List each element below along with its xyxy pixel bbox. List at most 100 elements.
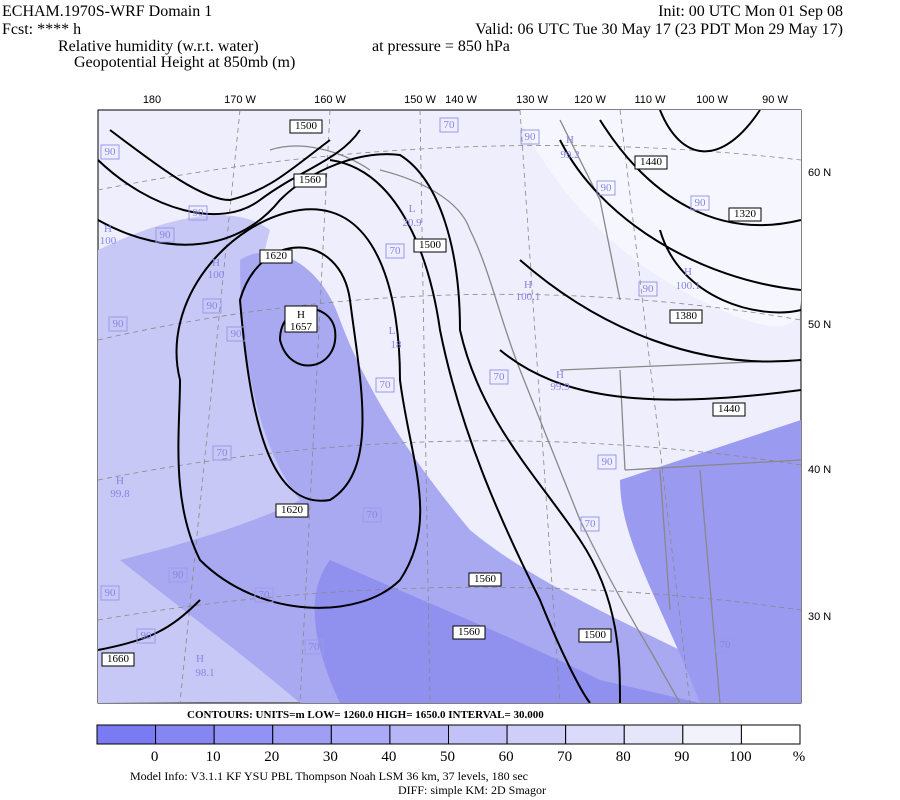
rh-label: 90 <box>141 630 153 642</box>
rh-label: H <box>196 653 204 665</box>
rh-label: 70 <box>444 119 456 131</box>
rh-label-box <box>489 369 509 385</box>
rh-label: H <box>116 475 124 487</box>
header-line: ECHAM.1970S-WRF Domain 1 <box>2 3 212 20</box>
rh-label: 100.1 <box>516 291 541 303</box>
colorbar-label: 40 <box>381 749 396 765</box>
rh-label-box <box>520 129 540 145</box>
colorbar-label: 100 <box>729 749 752 765</box>
header-line: Geopotential Height at 850mb (m) <box>74 54 295 71</box>
contour-label: 1500 <box>584 629 607 641</box>
rh-label-box <box>638 281 658 297</box>
rh-label: 90 <box>601 182 613 194</box>
height-contours <box>97 109 802 704</box>
lon-label: 170 W <box>224 94 256 106</box>
contour-label-box <box>728 207 762 222</box>
colorbar-segment <box>506 724 567 745</box>
lon-label: 100 W <box>696 94 728 106</box>
colorbar-segment <box>623 724 684 745</box>
rh-label: 90 <box>193 207 205 219</box>
rh-label-box <box>375 377 395 393</box>
rh-label-box <box>108 316 128 332</box>
rh-label: 70 <box>585 518 597 530</box>
lat-label: 50 N <box>808 319 831 331</box>
humidity-area <box>120 252 801 703</box>
rh-label: 70 <box>380 379 392 391</box>
humidity-area <box>520 110 801 327</box>
contour-label-box <box>669 309 703 324</box>
rh-label: 90 <box>173 569 185 581</box>
rh-label: H <box>104 223 112 235</box>
contour-label: 1620 <box>265 250 288 262</box>
header-line: Init: 00 UTC Mon 01 Sep 08 <box>658 3 843 20</box>
colorbar-label: 20 <box>264 749 279 765</box>
rh-label: 90 <box>105 146 117 158</box>
colorbar-label: % <box>793 749 806 765</box>
contour-label-box <box>712 402 746 417</box>
humidity-area <box>314 560 700 703</box>
rh-label: L <box>389 325 396 337</box>
rh-label: 90 <box>602 456 614 468</box>
rh-label: 90 <box>231 328 243 340</box>
rh-label-box <box>596 180 616 196</box>
contour-label: 1620 <box>281 504 304 516</box>
humidity-area <box>620 420 801 703</box>
rh-label: 20.9 <box>402 217 422 229</box>
contour-label-box <box>293 173 327 188</box>
contour-label-box <box>452 625 486 640</box>
rh-label: 99.2 <box>560 149 579 161</box>
rh-label: 98.1 <box>195 667 214 679</box>
rh-label: 99.8 <box>110 488 130 500</box>
map: 180 170 W 160 W 150 W 140 W 130 W 120 W 110 W 10… <box>97 94 831 704</box>
lon-label: 110 W <box>635 94 667 106</box>
lon-label: 90 W <box>762 94 788 106</box>
rh-label: 70 <box>309 641 321 653</box>
colorbar-label: 30 <box>323 749 338 765</box>
rh-label: 90 <box>105 587 117 599</box>
contour-label: 1440 <box>718 403 741 415</box>
rh-label: 70 <box>390 245 402 257</box>
contour-label-box <box>284 305 318 333</box>
contour-label-box <box>634 155 668 170</box>
rh-label-box <box>580 516 600 532</box>
rh-label-box <box>202 298 222 314</box>
contour-label-box <box>259 249 293 264</box>
rh-label: 90 <box>207 300 219 312</box>
lon-label: 140 W <box>445 94 477 106</box>
contour-label: 1560 <box>474 573 497 585</box>
rh-label-box <box>304 639 324 655</box>
colorbar-label: 0 <box>151 749 159 765</box>
rh-label: H <box>556 369 564 381</box>
rh-label: 90 <box>643 283 655 295</box>
rh-label-box <box>188 205 208 221</box>
header-line: at pressure = 850 hPa <box>372 38 510 55</box>
colorbar-segment <box>448 724 508 745</box>
rh-label-box <box>385 243 405 259</box>
rh-label: H <box>684 266 692 278</box>
rh-label: H <box>524 279 532 291</box>
coastlines <box>269 119 802 704</box>
colorbar-segment <box>682 724 742 745</box>
contour-label: 1560 <box>458 626 481 638</box>
colorbar-segment <box>272 724 332 745</box>
rh-label-box <box>254 587 274 603</box>
contour-label-box <box>468 572 502 587</box>
lon-label: 180 <box>143 94 161 106</box>
colorbar-label: 80 <box>616 749 631 765</box>
header-line: Valid: 06 UTC Tue 30 May 17 (23 PDT Mon … <box>475 21 843 38</box>
lon-label: 130 W <box>516 94 548 106</box>
rh-label-box <box>690 195 710 211</box>
model-info: Model Info: V3.1.1 KF YSU PBL Thompson N… <box>130 769 528 783</box>
contour-label: 1500 <box>419 239 442 251</box>
rh-label: 90 <box>695 197 707 209</box>
lon-label: 160 W <box>314 94 346 106</box>
colorbar-label: 60 <box>499 749 514 765</box>
lat-label: 30 N <box>808 611 831 623</box>
rh-label: 100 <box>208 269 225 281</box>
rh-label-box <box>168 567 188 583</box>
colorbar-label: 90 <box>674 749 689 765</box>
rh-label: 70 <box>494 371 506 383</box>
contour-label-box <box>275 503 309 518</box>
colorbar-label: 50 <box>440 749 455 765</box>
